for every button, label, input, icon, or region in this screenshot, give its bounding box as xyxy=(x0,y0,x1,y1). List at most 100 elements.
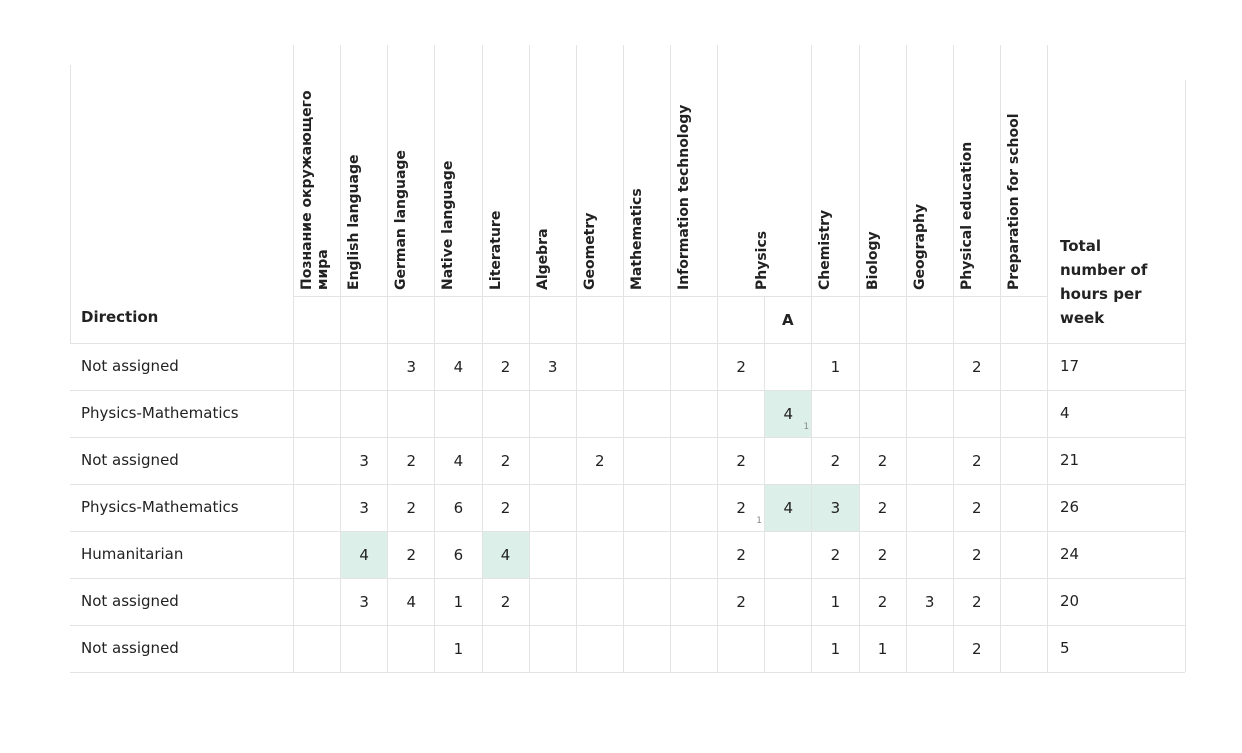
grid-line xyxy=(70,672,1185,673)
hours-cell: 4 xyxy=(765,485,812,531)
direction: Not assigned xyxy=(81,451,179,469)
direction: Humanitarian xyxy=(81,545,184,563)
grid-line xyxy=(70,65,71,343)
grid-line xyxy=(340,45,341,672)
column-header: Preparation for school xyxy=(1005,113,1022,290)
grid-line xyxy=(811,45,812,672)
direction: Not assigned xyxy=(81,639,179,657)
grid-line xyxy=(670,45,671,672)
hours-cell: 2 xyxy=(877,499,888,517)
column-header: Chemistry xyxy=(817,209,834,290)
hours-cell: 2 xyxy=(500,452,511,470)
hours-cell: 2 xyxy=(877,593,888,611)
footnote-marker: 1 xyxy=(756,516,762,526)
column-header: Geography xyxy=(911,203,928,290)
column-header: Information technology xyxy=(676,104,692,290)
grid-line xyxy=(387,45,388,672)
direction: Not assigned xyxy=(81,357,179,375)
direction-header: Direction xyxy=(81,308,159,326)
column-header: German language xyxy=(393,150,410,290)
total: 26 xyxy=(1060,498,1080,516)
column-header: English language xyxy=(346,154,363,291)
hours-cell: 1 xyxy=(830,593,841,611)
hours-cell: 3 xyxy=(812,485,859,531)
hours-cell: 4 xyxy=(406,593,417,611)
hours-cell: 2 xyxy=(736,546,746,564)
grid-line xyxy=(953,45,954,672)
hours-cell: 2 xyxy=(736,452,746,470)
hours-cell: 4 xyxy=(341,532,388,578)
grid-line xyxy=(70,437,1185,438)
hours-cell: 2 xyxy=(972,452,982,470)
hours-cell: 3 xyxy=(359,593,369,611)
hours-cell: 2 xyxy=(736,499,746,517)
grid-line xyxy=(1000,45,1001,672)
total: 17 xyxy=(1060,357,1080,375)
grid-line xyxy=(576,45,577,672)
hours-cell: 4 xyxy=(453,358,464,376)
grid-line xyxy=(482,45,483,672)
grid-line xyxy=(623,45,624,672)
total: 20 xyxy=(1060,592,1080,610)
total: 5 xyxy=(1060,639,1070,657)
hours-cell: 2 xyxy=(595,452,605,470)
hours-cell: 3 xyxy=(547,358,558,376)
column-header: Physical education xyxy=(958,141,975,290)
hours-cell: 2 xyxy=(406,546,417,564)
hours-cell: 2 xyxy=(736,358,746,376)
hours-cell: 4 xyxy=(482,532,529,578)
hours-cell: 3 xyxy=(359,452,369,470)
grid-line xyxy=(293,45,294,672)
grid-line xyxy=(764,296,765,672)
grid-line xyxy=(70,578,1185,579)
total: 4 xyxy=(1060,404,1070,422)
hours-cell: 2 xyxy=(972,499,982,517)
footnote-marker: 1 xyxy=(803,422,810,432)
total: 24 xyxy=(1060,545,1080,563)
hours-cell: 2 xyxy=(500,499,511,517)
column-header: Algebra xyxy=(534,228,551,290)
total: 21 xyxy=(1060,451,1080,469)
hours-cell: 2 xyxy=(406,452,417,470)
hours-cell: 1 xyxy=(453,593,464,611)
grid-line xyxy=(529,45,530,672)
hours-cell: 3 xyxy=(924,593,935,611)
hours-cell: 2 xyxy=(877,452,888,470)
hours-cell: 1 xyxy=(830,640,841,658)
direction: Physics-Mathematics xyxy=(81,498,239,516)
hours-cell: 1 xyxy=(877,640,888,658)
grid-line xyxy=(70,343,1185,344)
hours-cell: 1 xyxy=(453,640,464,658)
column-header: Biology xyxy=(864,231,881,290)
column-header: Познание окружающего мира xyxy=(299,90,331,290)
hours-cell: 2 xyxy=(830,452,841,470)
column-header: Mathematics xyxy=(628,188,645,290)
grid-line xyxy=(70,625,1185,626)
direction: Physics-Mathematics xyxy=(81,404,239,422)
column-header: Physics xyxy=(754,230,771,290)
direction: Not assigned xyxy=(81,592,179,610)
hours-cell: 2 xyxy=(877,546,888,564)
grid-line xyxy=(70,484,1185,485)
hours-cell: 2 xyxy=(830,546,841,564)
grid-line xyxy=(70,390,1185,391)
hours-cell: 4 xyxy=(453,452,464,470)
hours-cell: 2 xyxy=(500,593,511,611)
column-header: Geometry xyxy=(581,212,598,290)
grid-line xyxy=(70,531,1185,532)
hours-cell: 2 xyxy=(972,640,982,658)
hours-cell: 4 xyxy=(765,391,812,437)
total-header: Total number of hours per week xyxy=(1060,237,1148,327)
hours-cell: 3 xyxy=(406,358,417,376)
hours-cell: 6 xyxy=(453,546,464,564)
hours-cell: 2 xyxy=(972,546,982,564)
hours-cell: 3 xyxy=(359,499,369,517)
grid-line xyxy=(434,45,435,672)
hours-cell: 2 xyxy=(406,499,417,517)
grid-line xyxy=(1047,45,1048,672)
hours-cell: 6 xyxy=(453,499,464,517)
hours-cell: 2 xyxy=(500,358,511,376)
column-header: Literature xyxy=(487,210,504,290)
hours-cell: 1 xyxy=(830,358,841,376)
